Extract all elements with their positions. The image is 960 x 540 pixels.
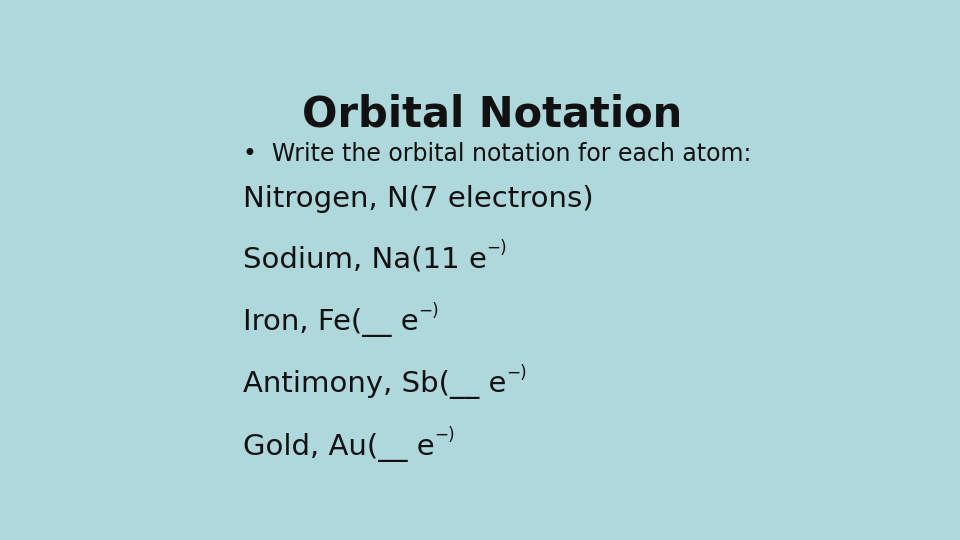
Text: −): −) (506, 364, 527, 382)
Text: Iron, Fe(__ e: Iron, Fe(__ e (243, 308, 419, 337)
Text: Gold, Au(__ e: Gold, Au(__ e (243, 433, 434, 462)
Text: •  Write the orbital notation for each atom:: • Write the orbital notation for each at… (243, 141, 751, 166)
Text: −): −) (487, 239, 507, 257)
Text: −): −) (434, 427, 455, 444)
Text: −): −) (419, 302, 439, 320)
Text: Nitrogen, N(7 electrons): Nitrogen, N(7 electrons) (243, 185, 593, 213)
Text: Orbital Notation: Orbital Notation (301, 94, 683, 136)
Text: Sodium, Na(11 e: Sodium, Na(11 e (243, 246, 487, 274)
Text: Antimony, Sb(__ e: Antimony, Sb(__ e (243, 370, 506, 400)
